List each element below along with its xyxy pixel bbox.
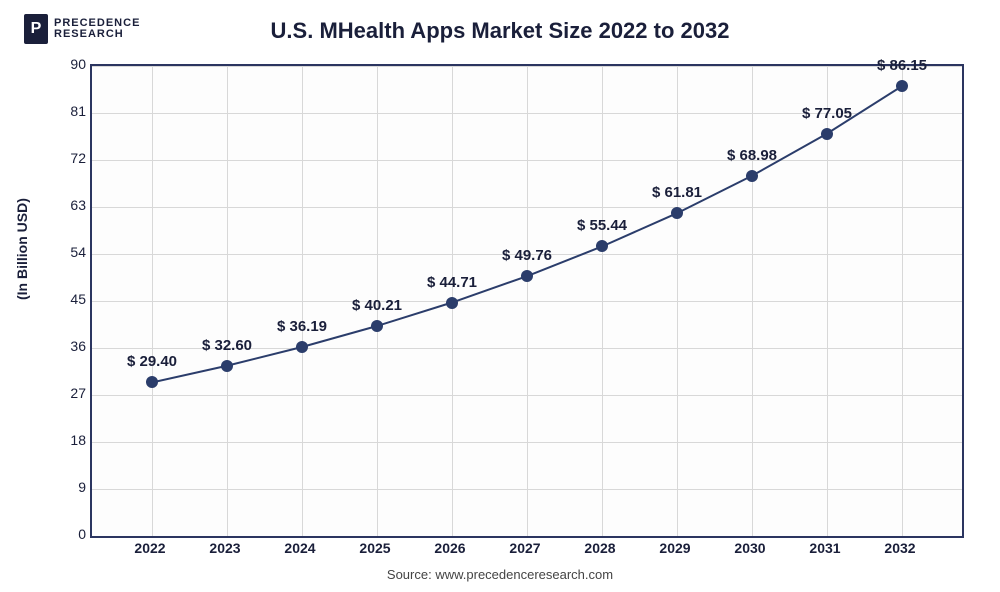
ytick-label: 45 bbox=[70, 291, 86, 307]
data-label: $ 68.98 bbox=[727, 147, 777, 164]
data-label: $ 29.40 bbox=[127, 353, 177, 370]
xtick-label: 2031 bbox=[809, 540, 840, 556]
data-label: $ 36.19 bbox=[277, 318, 327, 335]
data-label: $ 49.76 bbox=[502, 247, 552, 264]
data-point bbox=[896, 80, 908, 92]
y-axis-label: (In Billion USD) bbox=[14, 198, 30, 300]
ytick-label: 0 bbox=[78, 526, 86, 542]
ytick-label: 54 bbox=[70, 244, 86, 260]
xtick-label: 2030 bbox=[734, 540, 765, 556]
chart-title: U.S. MHealth Apps Market Size 2022 to 20… bbox=[0, 18, 1000, 44]
data-point bbox=[746, 170, 758, 182]
data-label: $ 86.15 bbox=[877, 57, 927, 74]
ytick-label: 90 bbox=[70, 56, 86, 72]
data-label: $ 44.71 bbox=[427, 274, 477, 291]
xtick-label: 2023 bbox=[209, 540, 240, 556]
ytick-label: 18 bbox=[70, 432, 86, 448]
xtick-label: 2024 bbox=[284, 540, 315, 556]
ytick-label: 36 bbox=[70, 338, 86, 354]
xtick-label: 2025 bbox=[359, 540, 390, 556]
plot-area: $ 29.40 $ 32.60 $ 36.19 $ 40.21 $ 44.71 $ 49.… bbox=[90, 64, 964, 538]
line-series bbox=[152, 86, 902, 382]
data-point bbox=[521, 270, 533, 282]
xtick-label: 2029 bbox=[659, 540, 690, 556]
data-point bbox=[221, 360, 233, 372]
ytick-label: 72 bbox=[70, 150, 86, 166]
data-point bbox=[296, 341, 308, 353]
data-label: $ 32.60 bbox=[202, 337, 252, 354]
data-point bbox=[821, 128, 833, 140]
data-label: $ 55.44 bbox=[577, 217, 627, 234]
xtick-label: 2026 bbox=[434, 540, 465, 556]
chart-container: P PRECEDENCE RESEARCH U.S. MHealth Apps … bbox=[0, 0, 1000, 592]
source-attribution: Source: www.precedenceresearch.com bbox=[0, 567, 1000, 582]
ytick-label: 27 bbox=[70, 385, 86, 401]
ytick-label: 63 bbox=[70, 197, 86, 213]
data-label: $ 40.21 bbox=[352, 297, 402, 314]
data-label: $ 77.05 bbox=[802, 105, 852, 122]
ytick-label: 9 bbox=[78, 479, 86, 495]
data-point bbox=[596, 240, 608, 252]
xtick-label: 2022 bbox=[134, 540, 165, 556]
data-label: $ 61.81 bbox=[652, 184, 702, 201]
xtick-label: 2027 bbox=[509, 540, 540, 556]
data-point bbox=[371, 320, 383, 332]
data-point bbox=[446, 297, 458, 309]
xtick-label: 2028 bbox=[584, 540, 615, 556]
xtick-label: 2032 bbox=[884, 540, 915, 556]
ytick-label: 81 bbox=[70, 103, 86, 119]
data-point bbox=[671, 207, 683, 219]
data-point bbox=[146, 376, 158, 388]
